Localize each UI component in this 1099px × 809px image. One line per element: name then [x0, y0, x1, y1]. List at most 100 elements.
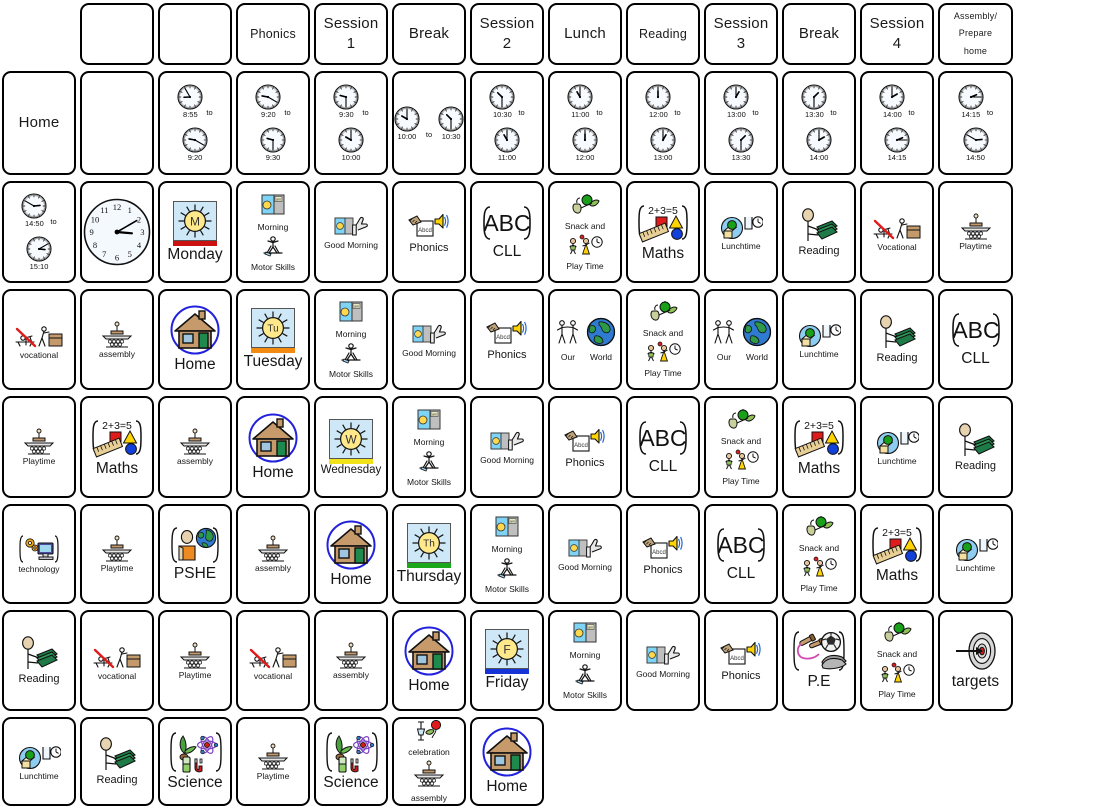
cell-greeting-monday[interactable]: Good Morning	[314, 181, 388, 283]
cell-home-thursday[interactable]: Home	[392, 610, 466, 711]
cell-registration-tuesday[interactable]: am Morning Motor Skills	[314, 289, 388, 390]
cell-assembly-thursday[interactable]: assembly	[314, 610, 388, 711]
header-phonics[interactable]: Phonics	[236, 3, 310, 65]
cell-phonics-thursday[interactable]: Abcd Phonics	[626, 504, 700, 604]
cell-session2-friday[interactable]: targets	[938, 610, 1013, 711]
cell-registration-monday[interactable]: am Morning Motor Skills	[236, 181, 310, 283]
cell-session2-thursday[interactable]: 2+3=5 Maths	[860, 504, 934, 604]
cell-break2-tuesday[interactable]: Playtime	[2, 396, 76, 498]
cell-phonics-wednesday[interactable]: Abcd Phonics	[548, 396, 622, 498]
cell-phonics-tuesday[interactable]: Abcd Phonics	[470, 289, 544, 390]
cell-break1-thursday[interactable]: Snack and Play Time	[782, 504, 856, 604]
cell-session3-wednesday[interactable]: technology	[2, 504, 76, 604]
cell-lunch-wednesday[interactable]: Lunchtime	[860, 396, 934, 498]
cell-home-wednesday[interactable]: Home	[314, 504, 388, 604]
cell-session1-tuesday[interactable]: Our World	[548, 289, 622, 390]
cell-registration-friday[interactable]: am Morning Motor Skills	[548, 610, 622, 711]
cell-registration-wednesday[interactable]: am Morning Motor Skills	[392, 396, 466, 498]
cell-session3-monday[interactable]: Vocational	[860, 181, 934, 283]
cell-session4-thursday[interactable]: vocational	[236, 610, 310, 711]
header-blank-2[interactable]	[158, 3, 232, 65]
cell-home-tuesday[interactable]: Home	[236, 396, 310, 498]
cell-session1-friday[interactable]: P.E	[782, 610, 856, 711]
cell-assembly-tuesday[interactable]: assembly	[158, 396, 232, 498]
cell-lunch-thursday[interactable]: Lunchtime	[938, 504, 1013, 604]
cell-greeting-friday[interactable]: Good Morning	[626, 610, 700, 711]
cell-reading-monday[interactable]: Reading	[782, 181, 856, 283]
cell-home-monday[interactable]: Home	[158, 289, 232, 390]
day-card-tuesday[interactable]: Tu Tuesday	[236, 289, 310, 390]
cell-lunch-friday[interactable]: Lunchtime	[2, 717, 76, 806]
cell-reading-wednesday[interactable]: Reading	[938, 396, 1013, 498]
cell-session1-wednesday[interactable]: ABC CLL	[626, 396, 700, 498]
cell-session3-thursday[interactable]: vocational	[80, 610, 154, 711]
cell-session4-wednesday[interactable]: PSHE	[158, 504, 232, 604]
cell-break2-thursday[interactable]: Playtime	[158, 610, 232, 711]
cell-session4-friday[interactable]: Science	[314, 717, 388, 806]
cell-phonics-monday[interactable]: Abcd Phonics	[392, 181, 466, 283]
cell-greeting-tuesday[interactable]: Good Morning	[392, 289, 466, 390]
header-reading[interactable]: Reading	[626, 3, 700, 65]
header-home[interactable]: Home	[2, 71, 76, 175]
cell-session3-tuesday[interactable]: ABC CLL	[938, 289, 1013, 390]
cell-break2-friday[interactable]: Playtime	[236, 717, 310, 806]
cell-reading-friday[interactable]: Reading	[80, 717, 154, 806]
cell-session2-wednesday[interactable]: 2+3=5 Maths	[782, 396, 856, 498]
cell-registration-thursday[interactable]: am Morning Motor Skills	[470, 504, 544, 604]
cell-session1-monday[interactable]: ABC CLL	[470, 181, 544, 283]
day-icon-thursday: Th	[395, 523, 463, 568]
cell-break1-friday[interactable]: Snack and Play Time	[860, 610, 934, 711]
day-card-thursday[interactable]: Th Thursday	[392, 504, 466, 604]
cell-session4-monday[interactable]: vocational	[2, 289, 76, 390]
cell-session2-tuesday[interactable]: Our World	[704, 289, 778, 390]
header-break-2[interactable]: Break	[782, 3, 856, 65]
cell-reading-tuesday[interactable]: Reading	[860, 289, 934, 390]
cell-greeting-thursday[interactable]: Good Morning	[548, 504, 622, 604]
clock-session-3-end: 14:00	[806, 127, 832, 162]
cell-session2-monday[interactable]: 2+3=5 Maths	[626, 181, 700, 283]
cell-break1-wednesday[interactable]: Snack and Play Time	[704, 396, 778, 498]
cell-assembly-wednesday[interactable]: assembly	[236, 504, 310, 604]
header-lunch[interactable]: Lunch	[548, 3, 622, 65]
day-card-friday[interactable]: F Friday	[470, 610, 544, 711]
cell-session3-friday[interactable]: Science	[158, 717, 232, 806]
cell-phonics-friday[interactable]: Abcd Phonics	[704, 610, 778, 711]
cell-session1-thursday[interactable]: ABC CLL	[704, 504, 778, 604]
cell-lunch-monday[interactable]: Lunchtime	[704, 181, 778, 283]
day-card-wednesday[interactable]: W Wednesday	[314, 396, 388, 498]
clock-blank-day[interactable]	[80, 71, 154, 175]
cell-home-friday[interactable]: Home	[470, 717, 544, 806]
cell-session4-tuesday[interactable]: 2+3=5 Maths	[80, 396, 154, 498]
cell-assembly-friday[interactable]: celebration assembly	[392, 717, 466, 806]
cell-lunch-tuesday[interactable]: Lunchtime	[782, 289, 856, 390]
day-card-monday[interactable]: M Monday	[158, 181, 232, 283]
cell-assembly-monday[interactable]: assembly	[80, 289, 154, 390]
header-blank-1[interactable]	[80, 3, 154, 65]
cell-break2-wednesday[interactable]: Playtime	[80, 504, 154, 604]
cell-break1-tuesday[interactable]: Snack and Play Time	[626, 289, 700, 390]
cell-greeting-wednesday[interactable]: Good Morning	[470, 396, 544, 498]
cell-reading-thursday[interactable]: Reading	[2, 610, 76, 711]
header-break-1[interactable]: Break	[392, 3, 466, 65]
cell-break1-monday[interactable]: Snack and Play Time	[548, 181, 622, 283]
cell-break2-monday[interactable]: Playtime	[938, 181, 1013, 283]
